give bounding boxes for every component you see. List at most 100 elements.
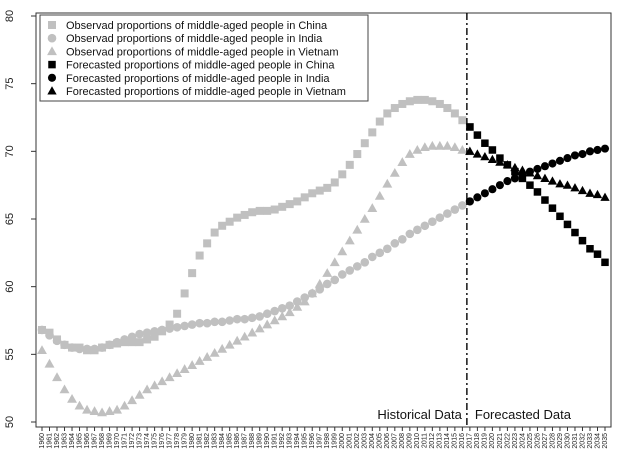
data-point xyxy=(323,183,332,192)
x-tick-label: 1990 xyxy=(264,433,271,449)
plot-frame xyxy=(35,12,612,428)
data-point xyxy=(104,406,115,415)
data-point xyxy=(570,151,580,160)
x-tick-label: 1975 xyxy=(151,433,158,449)
x-tick-label: 2021 xyxy=(497,433,504,449)
data-point xyxy=(563,220,572,229)
data-point xyxy=(142,384,153,394)
data-point xyxy=(203,239,212,248)
data-point xyxy=(374,190,385,200)
data-point xyxy=(240,314,249,324)
data-point xyxy=(555,156,565,165)
data-point xyxy=(540,173,550,182)
data-point xyxy=(173,309,182,318)
data-point xyxy=(578,236,587,245)
data-point xyxy=(285,200,294,209)
data-point xyxy=(188,269,197,278)
x-tick-label: 2017 xyxy=(467,433,474,449)
data-point xyxy=(248,208,257,217)
data-point xyxy=(128,338,137,347)
legend-box xyxy=(39,14,369,102)
data-point xyxy=(547,176,558,185)
legend-marker xyxy=(47,46,57,56)
x-tick-label: 2012 xyxy=(429,433,436,449)
data-point xyxy=(142,328,152,337)
x-tick-label: 2035 xyxy=(602,433,609,449)
x-tick-label: 1965 xyxy=(76,433,83,449)
data-point xyxy=(322,279,332,289)
x-tick-label: 1993 xyxy=(287,433,294,449)
data-point xyxy=(420,221,430,231)
historical-data-label: Historical Data xyxy=(377,407,462,422)
x-tick-label: 2031 xyxy=(572,433,579,449)
data-point xyxy=(555,179,565,188)
data-point xyxy=(218,221,227,230)
data-point xyxy=(367,203,378,212)
data-point xyxy=(495,181,504,190)
data-point xyxy=(383,244,392,254)
data-point xyxy=(149,380,160,390)
legend-label: Observad proportions of middle-aged peop… xyxy=(66,46,339,58)
legend-item: Forecasted proportions of middle-aged pe… xyxy=(47,73,330,85)
data-point xyxy=(135,329,144,339)
data-point xyxy=(443,104,452,113)
data-point xyxy=(134,389,145,399)
y-tick-label: 60 xyxy=(4,281,16,293)
data-point xyxy=(427,140,438,150)
data-point xyxy=(293,197,302,206)
data-point xyxy=(300,193,309,202)
data-point xyxy=(457,144,468,154)
data-point xyxy=(503,177,512,186)
data-point xyxy=(45,331,54,340)
x-tick-label: 2018 xyxy=(474,433,481,449)
x-tick-label: 2023 xyxy=(512,433,519,449)
data-point xyxy=(473,193,482,202)
data-point xyxy=(344,235,355,245)
data-point xyxy=(352,224,363,234)
data-point xyxy=(541,196,549,204)
x-tick-label: 2014 xyxy=(444,433,451,449)
data-point xyxy=(562,180,573,189)
data-point xyxy=(315,186,324,195)
x-tick-label: 1973 xyxy=(136,433,143,449)
x-tick-label: 2003 xyxy=(362,433,369,449)
data-point xyxy=(480,189,489,198)
legend-marker xyxy=(48,21,56,29)
x-tick-label: 1966 xyxy=(84,433,91,449)
data-point xyxy=(458,201,467,210)
data-point xyxy=(480,152,490,161)
x-tick-label: 1995 xyxy=(302,433,309,449)
x-tick-label: 1998 xyxy=(324,433,331,449)
data-point xyxy=(601,258,609,267)
legend-item: Forecasted proportions of middle-aged pe… xyxy=(47,86,346,98)
x-tick-label: 2009 xyxy=(407,433,414,449)
data-point xyxy=(578,149,587,159)
data-point xyxy=(338,170,347,179)
x-tick-label: 1991 xyxy=(272,433,279,449)
data-point xyxy=(404,149,415,158)
data-point xyxy=(548,204,557,212)
data-point xyxy=(398,99,407,108)
data-point xyxy=(97,407,108,417)
data-point xyxy=(586,245,594,253)
x-tick-label: 1967 xyxy=(91,433,98,449)
data-point xyxy=(308,189,317,198)
data-point xyxy=(570,183,580,192)
data-point xyxy=(277,311,288,321)
data-point xyxy=(420,95,429,104)
x-tick-label: 2005 xyxy=(377,433,384,449)
data-point xyxy=(112,337,122,347)
x-tick-label: 1978 xyxy=(174,433,181,449)
x-tick-label: 2027 xyxy=(542,433,549,449)
data-point xyxy=(383,109,392,118)
x-tick-label: 1960 xyxy=(39,433,46,449)
data-point xyxy=(97,343,107,352)
data-point xyxy=(232,314,242,324)
data-point xyxy=(239,331,250,341)
data-point xyxy=(210,317,219,327)
data-point xyxy=(397,157,408,166)
data-point xyxy=(172,322,182,332)
data-point xyxy=(150,327,159,336)
data-point xyxy=(270,205,279,214)
